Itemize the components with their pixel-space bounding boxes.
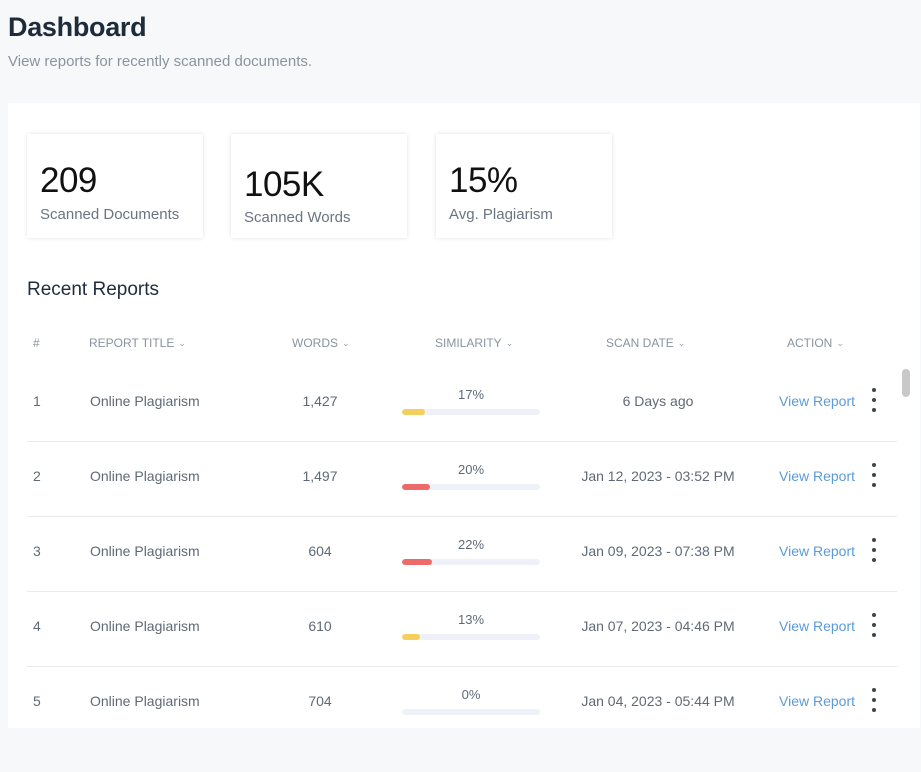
- word-count: 1,427: [302, 393, 338, 409]
- view-report-link[interactable]: View Report: [779, 543, 856, 559]
- vertical-scrollbar-thumb[interactable]: [902, 369, 910, 397]
- page-subtitle: View reports for recently scanned docume…: [8, 53, 313, 70]
- scan-date: Jan 09, 2023 - 07:38 PM: [581, 543, 735, 559]
- dashboard-panel: 209 Scanned Documents 105K Scanned Words…: [8, 103, 920, 728]
- stat-label: Avg. Plagiarism: [449, 206, 553, 223]
- column-header-number: #: [33, 336, 40, 350]
- similarity-bar-fill: [402, 559, 433, 565]
- more-vertical-icon[interactable]: [867, 463, 881, 487]
- similarity-bar: [402, 634, 540, 640]
- chevron-down-icon: ⌄: [505, 337, 514, 348]
- more-vertical-icon[interactable]: [867, 613, 881, 637]
- more-vertical-icon[interactable]: [867, 388, 881, 412]
- column-header-label: REPORT TITLE: [89, 336, 175, 350]
- report-title: Online Plagiarism: [90, 693, 200, 709]
- stat-card-scanned-documents: 209 Scanned Documents: [27, 134, 203, 238]
- column-header-label: #: [33, 336, 40, 350]
- similarity-bar: [402, 559, 540, 565]
- table-row: 3 Online Plagiarism 604 22% Jan 09, 2023…: [27, 516, 897, 592]
- stat-value: 105K: [244, 165, 324, 204]
- column-header-report-title[interactable]: REPORT TITLE ⌄: [89, 336, 186, 350]
- row-number: 4: [33, 618, 41, 634]
- word-count: 1,497: [302, 468, 338, 484]
- row-number: 5: [33, 693, 41, 709]
- word-count: 604: [308, 543, 332, 559]
- page-title: Dashboard: [8, 12, 147, 42]
- similarity-percent: 20%: [457, 462, 485, 477]
- chevron-down-icon: ⌄: [677, 337, 686, 348]
- column-header-label: WORDS: [292, 336, 338, 350]
- view-report-link[interactable]: View Report: [779, 393, 856, 409]
- stat-card-avg-plagiarism: 15% Avg. Plagiarism: [436, 134, 612, 238]
- column-header-label: SIMILARITY: [435, 336, 502, 350]
- chevron-down-icon: ⌄: [342, 337, 350, 348]
- column-header-words[interactable]: WORDS ⌄: [292, 336, 350, 350]
- row-number: 2: [33, 468, 41, 484]
- column-header-scan-date[interactable]: SCAN DATE ⌄: [606, 336, 685, 350]
- report-title: Online Plagiarism: [90, 393, 200, 409]
- similarity-bar: [402, 709, 540, 715]
- scan-date: 6 Days ago: [622, 393, 694, 409]
- table-row: 5 Online Plagiarism 704 0% Jan 04, 2023 …: [27, 666, 897, 728]
- report-title: Online Plagiarism: [90, 543, 200, 559]
- similarity-percent: 0%: [461, 687, 481, 702]
- scan-date: Jan 04, 2023 - 05:44 PM: [581, 693, 735, 709]
- view-report-link[interactable]: View Report: [779, 468, 856, 484]
- more-vertical-icon[interactable]: [867, 688, 881, 712]
- table-row: 1 Online Plagiarism 1,427 17% 6 Days ago…: [27, 366, 897, 442]
- stat-value: 15%: [449, 161, 518, 200]
- column-header-label: ACTION: [787, 336, 833, 350]
- similarity-bar-fill: [402, 409, 426, 415]
- similarity-percent: 13%: [457, 612, 485, 627]
- word-count: 610: [308, 618, 332, 634]
- report-title: Online Plagiarism: [90, 468, 200, 484]
- stat-card-scanned-words: 105K Scanned Words: [231, 134, 407, 238]
- view-report-link[interactable]: View Report: [779, 618, 856, 634]
- more-vertical-icon[interactable]: [867, 538, 881, 562]
- stat-value: 209: [40, 161, 97, 200]
- table-row: 4 Online Plagiarism 610 13% Jan 07, 2023…: [27, 591, 897, 667]
- column-header-similarity[interactable]: SIMILARITY ⌄: [435, 336, 513, 350]
- column-header-label: SCAN DATE: [606, 336, 674, 350]
- chevron-down-icon: ⌄: [178, 337, 186, 348]
- similarity-bar-fill: [402, 634, 420, 640]
- similarity-percent: 22%: [457, 537, 485, 552]
- scan-date: Jan 07, 2023 - 04:46 PM: [581, 618, 735, 634]
- row-number: 3: [33, 543, 41, 559]
- column-header-action[interactable]: ACTION ⌄: [787, 336, 844, 350]
- report-title: Online Plagiarism: [90, 618, 200, 634]
- table-row: 2 Online Plagiarism 1,497 20% Jan 12, 20…: [27, 441, 897, 517]
- scan-date: Jan 12, 2023 - 03:52 PM: [581, 468, 735, 484]
- similarity-percent: 17%: [457, 387, 485, 402]
- chevron-down-icon: ⌄: [836, 337, 844, 348]
- similarity-bar-fill: [402, 484, 430, 490]
- row-number: 1: [33, 393, 41, 409]
- similarity-bar: [402, 409, 540, 415]
- similarity-bar: [402, 484, 540, 490]
- stat-label: Scanned Documents: [40, 206, 180, 223]
- recent-reports-title: Recent Reports: [27, 279, 160, 300]
- word-count: 704: [308, 693, 332, 709]
- stat-label: Scanned Words: [244, 209, 351, 226]
- view-report-link[interactable]: View Report: [779, 693, 856, 709]
